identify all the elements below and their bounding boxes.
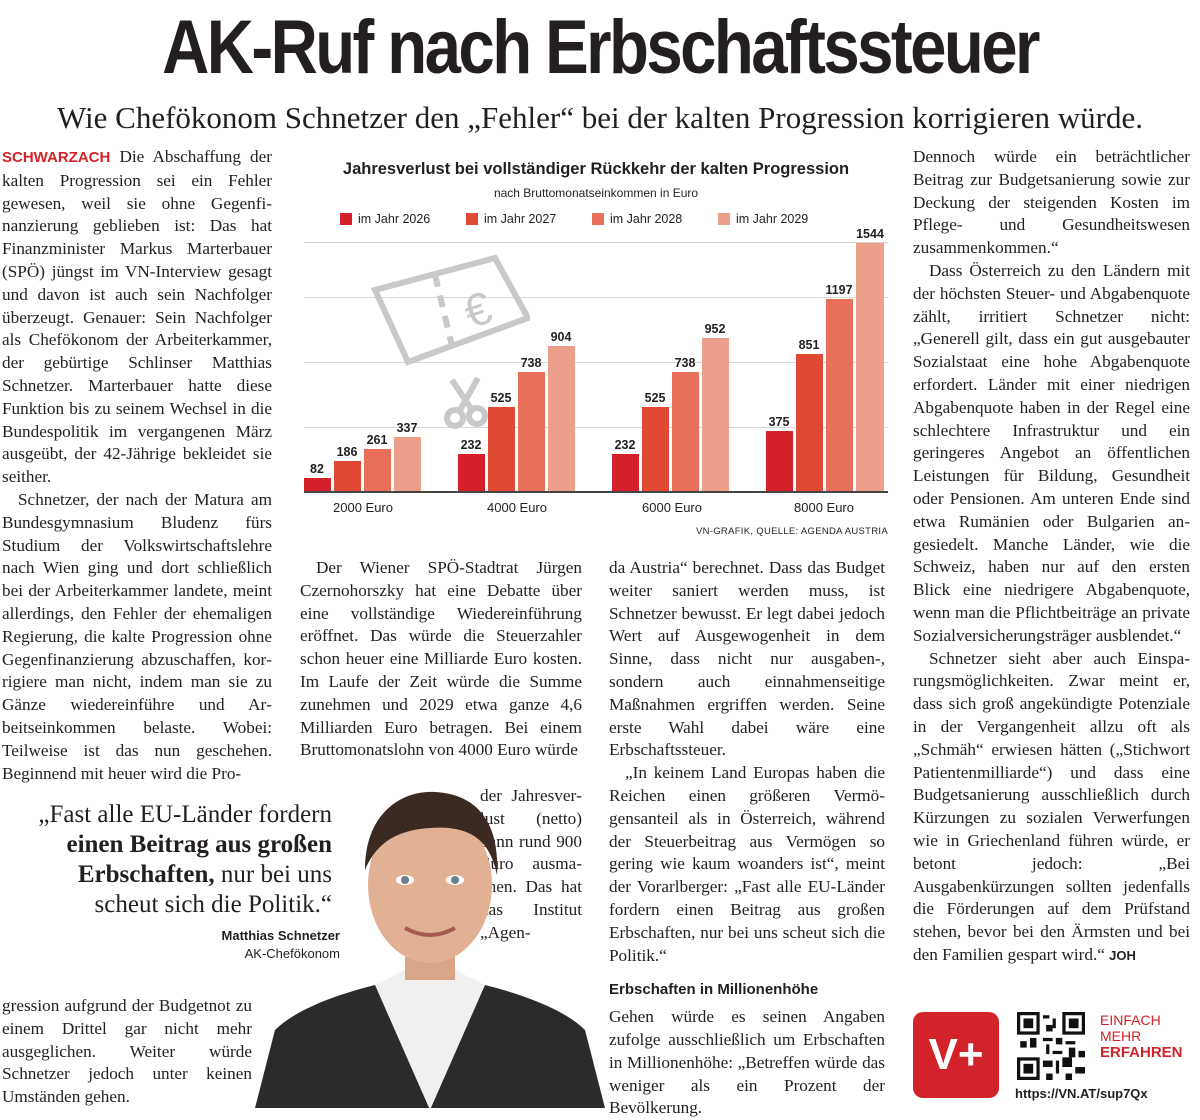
quote-author-role: AK-Chefökonom [244, 946, 340, 961]
bar [488, 407, 515, 491]
qr-code[interactable] [1017, 1012, 1085, 1080]
subheadline: Wie Chefökonom Schnetzer den „Fehler“ be… [57, 100, 1143, 135]
bar-value: 525 [644, 391, 666, 405]
chart-subtitle: nach Bruttomonatseinkommen in Euro [493, 186, 699, 200]
bar-value: 261 [366, 433, 388, 447]
paragraph: Der Wiener SPÖ-Stadtrat Jürgen Czernohor… [300, 558, 582, 760]
paragraph: Gehen würde es seinen Angaben zufolge au… [609, 1007, 885, 1118]
bar-value: 738 [674, 356, 696, 370]
portrait-photo [255, 791, 605, 1108]
paragraph: der Jahresver­lust (netto) dann rund 900… [480, 786, 582, 942]
headline: AK-Ruf nach Erbschaftssteuer [162, 5, 1040, 90]
legend-item: im Jahr 2028 [592, 212, 718, 226]
bar [304, 478, 331, 491]
category-label: 6000 Euro [642, 500, 702, 515]
category-label: 8000 Euro [794, 500, 854, 515]
bar [364, 449, 391, 491]
paragraph: gression aufgrund der Budgetnot zu einem… [2, 996, 252, 1107]
article-column-3: da Austria“ berechnet. Dass das Budget w… [609, 557, 885, 1120]
article-column-1: SCHWARZACH Die Abschaffung der kalten Pr… [2, 146, 272, 785]
bar [642, 407, 669, 491]
quote-author-name: Matthias Schnetzer [221, 928, 340, 943]
paragraph: Dass Österreich zu den Ländern mit der h… [913, 260, 1190, 645]
bar [826, 299, 853, 491]
paragraph: Dennoch würde ein beträchtlicher Beitrag… [913, 147, 1190, 258]
bar [334, 461, 361, 491]
paragraph: da Austria“ berechnet. Dass das Budget w… [609, 558, 885, 760]
legend-item: im Jahr 2029 [718, 212, 844, 226]
banknote-scissors-icon: € [370, 254, 530, 429]
bar-value: 525 [490, 391, 512, 405]
bar-value: 1197 [825, 283, 853, 297]
bar [548, 346, 575, 491]
dateline: SCHWARZACH [2, 149, 111, 166]
category-label: 2000 Euro [333, 500, 393, 515]
bar-value: 337 [396, 421, 418, 435]
paragraph: Die Abschaffung der kalten Progression s… [2, 147, 273, 487]
vplus-logo-button[interactable]: V+ [913, 1012, 999, 1098]
chart-source: VN-GRAFIK, QUELLE: AGENDA AUSTRIA [695, 526, 888, 537]
bar-value: 232 [460, 438, 482, 452]
gridline [304, 362, 888, 363]
pull-quote: „Fast alle EU-Länder fordern einen Beitr… [38, 801, 332, 918]
paragraph: „In keinem Land Europas haben die Reiche… [609, 763, 885, 965]
chart-legend: im Jahr 2026 im Jahr 2027 im Jahr 2028 i… [340, 212, 880, 226]
bar-value: 904 [550, 330, 572, 344]
section-subheading: Erbschaften in Millionenhöhe [609, 981, 819, 999]
bar [458, 454, 485, 491]
paragraph: Schnetzer, der nach der Matura am Bundes… [2, 489, 272, 783]
bar [518, 372, 545, 491]
bar [766, 431, 793, 491]
bar-value: 375 [768, 415, 790, 429]
chart-title: Jahresverlust bei vollständiger Rückkehr… [342, 160, 850, 178]
bar-value: 952 [704, 322, 726, 336]
category-label: 4000 Euro [487, 500, 547, 515]
plot-area: 82 186 261 337 232 525 738 904 232 525 7… [300, 150, 892, 491]
article-column-2: Der Wiener SPÖ-Stadtrat Jürgen Czernohor… [300, 557, 582, 762]
byline: JOH [1109, 947, 1136, 963]
x-axis [304, 491, 888, 493]
gridline [304, 297, 888, 298]
bar-value: 851 [798, 338, 820, 352]
promo-url-link[interactable]: https://VN.AT/sup7Qx [1015, 1086, 1148, 1101]
bar-chart: Jahresverlust bei vollständiger Rückkehr… [300, 150, 892, 545]
bar-value: 186 [336, 445, 358, 459]
bar [612, 454, 639, 491]
bar-value: 738 [520, 356, 542, 370]
legend-swatch [718, 213, 730, 225]
promo-text: EINFACH MEHR ERFAHREN [1100, 1012, 1183, 1061]
pull-quote-emphasis: einen Beitrag aus großen Erbschaften, [66, 831, 332, 888]
bar [672, 372, 699, 491]
article-column-1-continued: gression aufgrund der Budgetnot zu einem… [2, 995, 252, 1109]
bar [856, 243, 884, 491]
legend-item: im Jahr 2026 [340, 212, 466, 226]
bar [394, 437, 421, 491]
bar-value: 232 [614, 438, 636, 452]
legend-swatch [592, 213, 604, 225]
gridline [304, 427, 888, 428]
article-column-4: Dennoch würde ein beträchtlicher Beitrag… [913, 146, 1190, 968]
article-column-2-wrap: der Jahresver­lust (netto) dann rund 900… [480, 785, 582, 945]
bar-value: 1544 [856, 227, 884, 241]
bar-value: 82 [310, 462, 324, 476]
bar [796, 354, 823, 491]
legend-swatch [466, 213, 478, 225]
legend-swatch [340, 213, 352, 225]
bar [702, 338, 729, 491]
paragraph: Schnetzer sieht aber auch Einspa­rungsmö… [913, 648, 1190, 964]
divider [304, 242, 888, 243]
legend-item: im Jahr 2027 [466, 212, 592, 226]
